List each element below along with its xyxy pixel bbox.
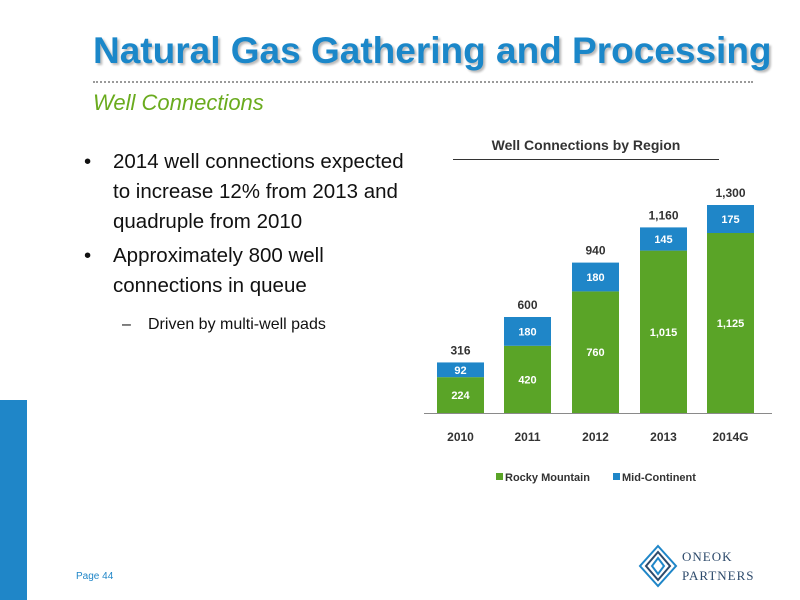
sub-bullet-text: Driven by multi-well pads [148,316,326,333]
company-logo: ONEOK PARTNERS [638,544,758,588]
legend-swatch [496,473,503,480]
bullet-item: • 2014 well connections expected to incr… [80,147,410,237]
bar-value-label: 420 [518,374,536,386]
bullet-item: • Approximately 800 well connections in … [80,241,410,301]
x-tick-label: 2010 [447,430,474,444]
chart-title: Well Connections by Region [491,137,681,153]
bullet-marker: • [84,244,92,267]
page-number: Page 44 [76,571,114,582]
bullet-text: Approximately 800 well connections in qu… [113,244,324,297]
bar-mid-continent [640,227,687,251]
logo-icon [638,544,678,588]
bar-mid-continent [707,205,754,233]
bar-total-label: 600 [517,298,537,312]
sub-bullet-item: – Driven by multi-well pads [80,315,410,335]
left-accent-bar [0,400,27,600]
bar-rocky-mountain [640,250,687,413]
x-tick-label: 2011 [514,430,540,444]
bullet-marker: • [84,150,92,173]
bar-mid-continent [504,317,551,346]
legend-swatch [613,473,620,480]
x-tick-label: 2013 [650,430,677,444]
bar-value-label: 92 [454,365,466,377]
bar-value-label: 224 [451,390,470,402]
bar-rocky-mountain [707,233,754,413]
bar-value-label: 180 [518,326,536,338]
x-tick-label: 2012 [582,430,609,444]
bar-value-label: 145 [654,234,672,246]
bullet-list: • 2014 well connections expected to incr… [80,147,410,335]
bar-mid-continent [572,262,619,292]
page-subtitle: Well Connections [93,90,264,115]
bar-total-label: 940 [585,244,605,258]
bar-total-label: 1,300 [715,186,745,200]
bar-rocky-mountain [572,291,619,413]
logo-line-1: ONEOK [682,549,733,564]
title-divider [93,81,753,83]
legend-label: Rocky Mountain [505,472,590,484]
page-title: Natural Gas Gathering and Processing [93,30,772,71]
chart-title-divider [453,159,719,160]
bar-value-label: 1,125 [717,318,745,330]
bar-total-label: 316 [450,343,470,357]
sub-bullet-marker: – [122,316,131,333]
bar-value-label: 175 [721,214,739,226]
bar-mid-continent [437,362,484,378]
logo-wordmark: ONEOK PARTNERS [682,547,755,585]
bullet-text: 2014 well connections expected to increa… [113,150,404,233]
bar-total-label: 1,160 [648,208,678,222]
bar-rocky-mountain [437,377,484,413]
x-tick-label: 2014G [712,430,748,444]
bar-value-label: 1,015 [650,327,678,339]
bar-value-label: 760 [586,347,604,359]
logo-line-2: PARTNERS [682,568,755,583]
bar-rocky-mountain [504,345,551,413]
legend-label: Mid-Continent [622,472,696,484]
bar-value-label: 180 [586,272,604,284]
